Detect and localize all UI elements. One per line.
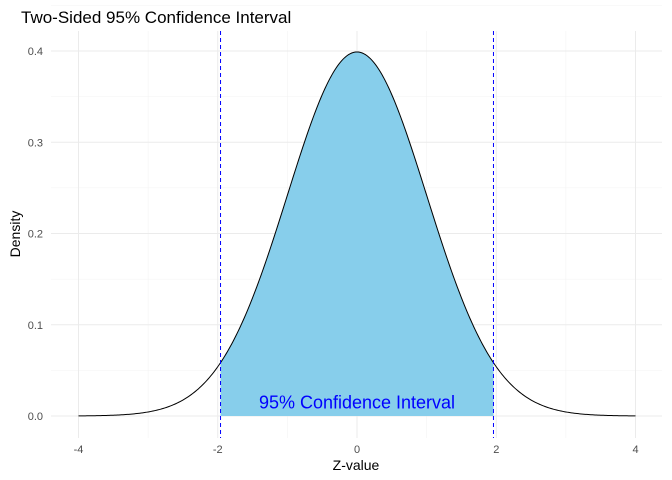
x-tick-labels: -4 -2 0 2 4 bbox=[74, 444, 639, 456]
x-tick-label: -4 bbox=[74, 444, 84, 456]
y-tick-labels: 0.0 0.1 0.2 0.3 0.4 bbox=[28, 46, 43, 423]
y-tick-label: 0.0 bbox=[28, 411, 43, 423]
x-tick-label: 0 bbox=[354, 444, 360, 456]
y-tick-label: 0.3 bbox=[28, 137, 43, 149]
y-tick-label: 0.1 bbox=[28, 320, 43, 332]
critical-value-lines bbox=[220, 31, 494, 438]
y-tick-label: 0.4 bbox=[28, 46, 43, 58]
density-curve bbox=[78, 51, 636, 417]
y-axis-label: Density bbox=[7, 211, 23, 258]
x-tick-label: -2 bbox=[213, 444, 223, 456]
confidence-region-fill bbox=[220, 51, 494, 416]
x-tick-label: 4 bbox=[632, 444, 638, 456]
chart-title: Two-Sided 95% Confidence Interval bbox=[21, 8, 291, 27]
x-axis-label: Z-value bbox=[333, 457, 380, 473]
x-tick-label: 2 bbox=[493, 444, 499, 456]
confidence-interval-annotation: 95% Confidence Interval bbox=[259, 392, 455, 412]
y-tick-label: 0.2 bbox=[28, 229, 43, 241]
